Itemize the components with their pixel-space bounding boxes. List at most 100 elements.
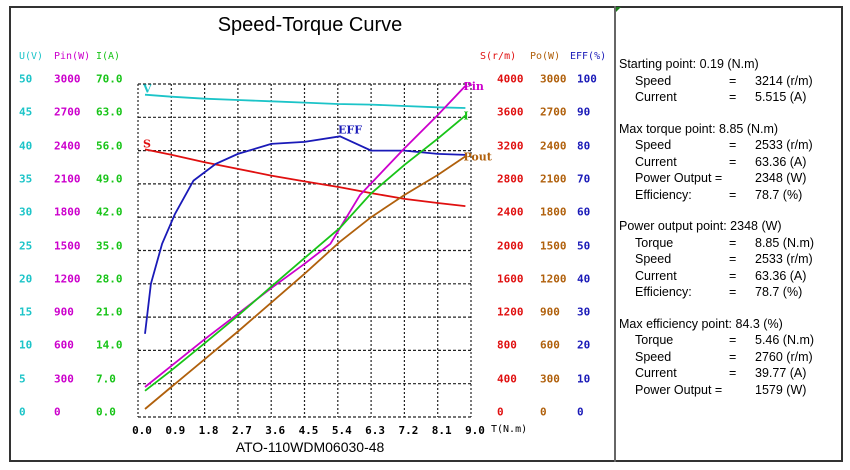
x-axis-tick-label: 7.2: [398, 424, 419, 437]
info-eq: =: [729, 187, 737, 202]
info-eq: =: [729, 252, 737, 266]
corner-marker-icon: [616, 7, 621, 12]
curve-s: [144, 148, 466, 207]
right-axis-tick-label: 3000: [540, 72, 567, 86]
grid: [137, 83, 472, 418]
curve-label-pout: Pout: [463, 150, 492, 163]
x-axis-tick-label: 3.6: [265, 424, 286, 437]
info-eq: =: [729, 90, 737, 104]
info-value: 3214 (r/m): [755, 73, 813, 88]
curve-pin: [144, 85, 467, 388]
chart-title: Speed-Torque Curve: [217, 14, 403, 36]
info-eq: =: [729, 285, 737, 299]
x-axis-tick-label: 2.7: [231, 424, 252, 437]
info-value: 2348 (W): [755, 171, 807, 185]
x-axis-tick-label: 8.1: [431, 424, 452, 437]
info-section-heading: Power output point: 2348 (W): [619, 219, 782, 233]
info-section-heading: Max efficiency point: 84.3 (%): [619, 316, 783, 331]
info-key: Torque: [635, 333, 674, 347]
curve-labels: V S EFF Pin I Pout: [142, 80, 493, 163]
curve-i: [144, 114, 466, 392]
info-key: Speed: [635, 138, 672, 152]
info-eq: =: [729, 333, 737, 347]
curve-eff: [144, 135, 466, 334]
info-key: Speed: [635, 73, 672, 88]
info-panel: Starting point: 0.19 (N.m) Speed = 3214 (r…: [619, 56, 839, 413]
info-row: Current = 5.515 (A): [619, 89, 839, 106]
right-axis-label: Po(W): [530, 51, 561, 62]
info-value: 63.36 (A): [755, 268, 807, 283]
right-axis-tick-label: 4000: [497, 72, 524, 86]
right-axis-tick-label: 1200: [497, 305, 524, 319]
chart-subtitle: ATO-110WDM06030-48: [235, 439, 385, 455]
right-axis-label: EFF(%): [570, 51, 607, 62]
left-axis-tick-label: 15: [19, 305, 33, 319]
info-key: Current: [635, 90, 677, 104]
info-row: Torque = 5.46 (N.m): [619, 332, 839, 349]
left-axis-tick-label: 3000: [54, 72, 81, 86]
left-axis-tick-label: 0: [54, 405, 61, 419]
info-key: Current: [635, 366, 677, 380]
right-axis-tick-label: 1500: [540, 239, 567, 252]
info-key: Efficiency:: [635, 285, 692, 299]
left-axis-tick-label: 40: [19, 139, 33, 153]
right-axis-tick-label: 2100: [540, 172, 567, 186]
right-axis-tick-label: 20: [577, 338, 591, 352]
left-axis-tick-label: 5: [19, 372, 26, 386]
info-section-max-torque-point: Max torque point: 8.85 (N.m) Speed = 2533 …: [619, 121, 839, 204]
info-key: Speed: [635, 349, 672, 364]
left-axis-tick-label: 35.0: [96, 239, 123, 252]
left-axis-tick-label: 50: [19, 72, 33, 86]
info-value: 39.77 (A): [755, 366, 807, 380]
left-axis-tick-label: 35: [19, 172, 33, 186]
left-axis-tick-label: 14.0: [96, 338, 123, 352]
info-row: Power Output = 2348 (W): [619, 170, 839, 187]
left-axis-tick-label: 49.0: [96, 172, 123, 186]
info-row: Current = 63.36 (A): [619, 268, 839, 285]
right-axis-tick-label: 80: [577, 139, 591, 153]
left-axis-tick-label: 45: [19, 105, 33, 119]
info-row: Speed = 3214 (r/m): [619, 73, 839, 90]
right-axis-tick-label: 600: [540, 338, 560, 352]
info-section-power-output-point: Power output point: 2348 (W) Torque = 8.85…: [619, 218, 839, 301]
left-axis-tick-label: 1200: [54, 272, 81, 286]
right-axis-tick-label: 0: [577, 405, 584, 419]
right-axis-tick-label: 0: [497, 405, 504, 419]
right-axis-tick-label: 3200: [497, 139, 524, 153]
left-axis-tick-label: 21.0: [96, 305, 123, 319]
info-row: Efficiency: = 78.7 (%): [619, 284, 839, 301]
info-key: Speed: [635, 252, 672, 266]
info-row: Current = 39.77 (A): [619, 365, 839, 382]
info-row: Torque = 8.85 (N.m): [619, 235, 839, 252]
right-axis-tick-label: 40: [577, 272, 591, 286]
right-axis-tick-label: 10: [577, 372, 591, 386]
left-axis-tick-label: 0.0: [96, 405, 116, 419]
left-axis-tick-label: 25: [19, 239, 33, 252]
left-axis-tick-label: 70.0: [96, 72, 123, 86]
left-axis-tick-label: 0: [19, 405, 26, 419]
left-axis-tick-label: 1800: [54, 205, 81, 219]
chart-frame: [9, 6, 843, 462]
left-axis-label: U(V): [19, 51, 44, 62]
left-axis-tick-label: 7.0: [96, 372, 116, 386]
right-axis-tick-label: 900: [540, 305, 560, 319]
right-axis-tick-label: 100: [577, 72, 597, 86]
right-axis-tick-label: 3600: [497, 105, 524, 119]
info-row: Speed = 2533 (r/m): [619, 137, 839, 154]
left-axis-label: I(A): [96, 51, 121, 62]
curve-label-pin: Pin: [463, 80, 483, 93]
info-value: 5.515 (A): [755, 90, 807, 104]
info-eq: =: [729, 154, 737, 169]
right-axis-tick-label: 300: [540, 372, 560, 386]
info-section-heading: Starting point: 0.19 (N.m): [619, 57, 759, 71]
info-section-heading: Max torque point: 8.85 (N.m): [619, 121, 779, 136]
info-eq: =: [729, 138, 737, 152]
right-axis-tick-label: 1200: [540, 272, 567, 286]
x-axis-tick-label: 9.0: [465, 424, 485, 437]
left-axis-tick-label: 2100: [54, 172, 81, 186]
info-eq: =: [729, 268, 737, 283]
right-axis-tick-label: 2700: [540, 105, 567, 119]
right-axis-tick-label: 90: [577, 105, 591, 119]
right-axis-tick-label: 2000: [497, 239, 524, 252]
